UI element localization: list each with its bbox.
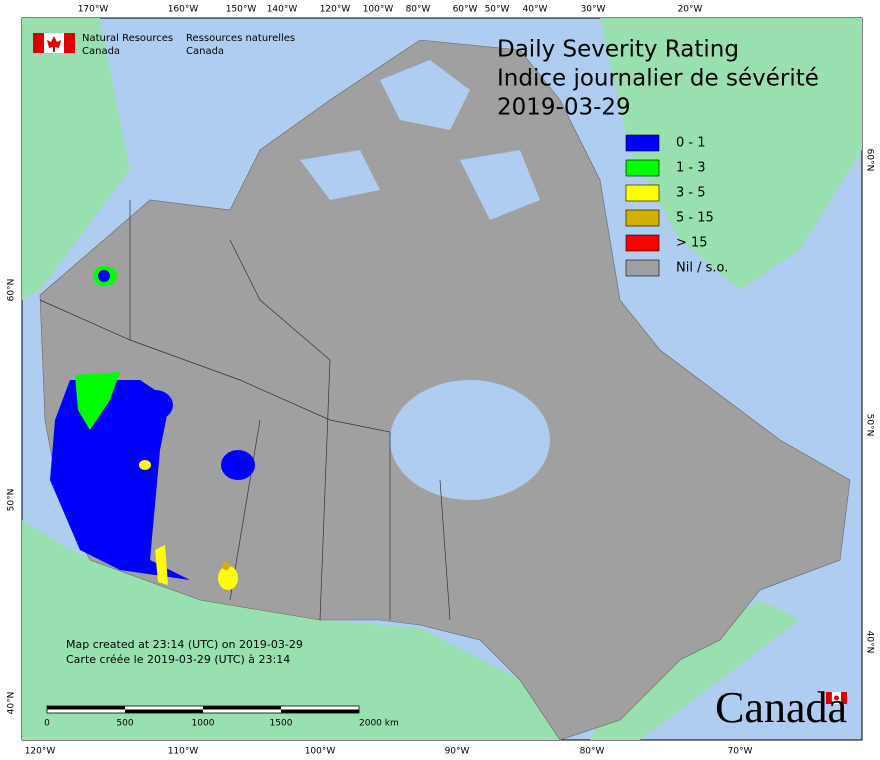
top-label: 30°W [581, 5, 606, 15]
right-label: 40°N [865, 631, 875, 654]
created-note: Carte créée le 2019-03-29 (UTC) à 23:14 [66, 653, 290, 666]
top-label: 140°W [267, 5, 298, 15]
bottom-label: 80°W [580, 747, 605, 757]
legend-label: 3 - 5 [676, 186, 706, 201]
bottom-label: 90°W [445, 747, 470, 757]
left-label: 50°N [7, 489, 17, 512]
legend-swatch [625, 184, 660, 202]
agency-fr: Ressources naturelles [186, 33, 295, 44]
low-severity-area [50, 380, 190, 580]
top-label: 40°W [523, 5, 548, 15]
top-label: 20°W [678, 5, 703, 15]
usa [22, 520, 560, 740]
top-label: 80°W [406, 5, 431, 15]
title-line: 2019-03-29 [497, 95, 631, 121]
low-severity-area [98, 270, 110, 282]
very-high-area [222, 562, 230, 570]
scale-label: 1000 [192, 719, 215, 729]
top-label: 160°W [168, 5, 199, 15]
title-line: Daily Severity Rating [497, 37, 739, 63]
created-note: Map created at 23:14 (UTC) on 2019-03-29 [66, 638, 303, 651]
legend-label: 0 - 1 [676, 136, 706, 151]
legend-label: > 15 [676, 236, 708, 251]
title-line: Indice journalier de sévérité [497, 66, 819, 92]
top-label: 100°W [363, 5, 394, 15]
legend-swatch [625, 259, 660, 277]
top-label: 170°W [78, 5, 109, 15]
wordmark: Canada [715, 683, 847, 732]
right-label: 50°N [865, 414, 875, 437]
legend-swatch [625, 134, 660, 152]
agency-fr: Canada [186, 46, 224, 57]
scale-label: 1500 [270, 719, 293, 729]
usa-east [590, 600, 800, 740]
high-area [155, 545, 168, 585]
low-severity-area [137, 390, 173, 420]
legend-swatch [625, 209, 660, 227]
flag [33, 33, 75, 53]
bottom-label: 110°W [168, 747, 199, 757]
legend-swatch [625, 234, 660, 252]
moderate-area [75, 372, 120, 430]
agency-en: Canada [82, 46, 120, 57]
wordmark-flag [826, 691, 847, 705]
left-label: 40°N [7, 692, 17, 715]
legend-swatch [625, 159, 660, 177]
alaska [22, 18, 130, 300]
right-label: 60°N [865, 149, 875, 172]
scale-label: 500 [116, 719, 133, 729]
scale-label: 0 [44, 719, 50, 729]
high-area [139, 460, 151, 470]
legend-label: 1 - 3 [676, 161, 706, 176]
left-label: 60°N [7, 279, 17, 302]
legend-label: 5 - 15 [676, 211, 714, 226]
scale-bar [46, 705, 360, 714]
hudson-bay [390, 380, 550, 500]
low-severity-area [221, 450, 255, 480]
bottom-label: 100°W [305, 747, 336, 757]
bottom-label: 70°W [728, 747, 753, 757]
bottom-label: 120°W [25, 747, 56, 757]
scale-label: 2000 km [359, 719, 399, 729]
top-label: 50°W [485, 5, 510, 15]
greenland [600, 18, 862, 290]
top-label: 60°W [453, 5, 478, 15]
top-label: 120°W [320, 5, 351, 15]
top-label: 150°W [226, 5, 257, 15]
high-area [218, 566, 238, 590]
channels [300, 60, 540, 220]
legend-label: Nil / s.o. [676, 261, 728, 276]
agency-en: Natural Resources [82, 33, 173, 44]
